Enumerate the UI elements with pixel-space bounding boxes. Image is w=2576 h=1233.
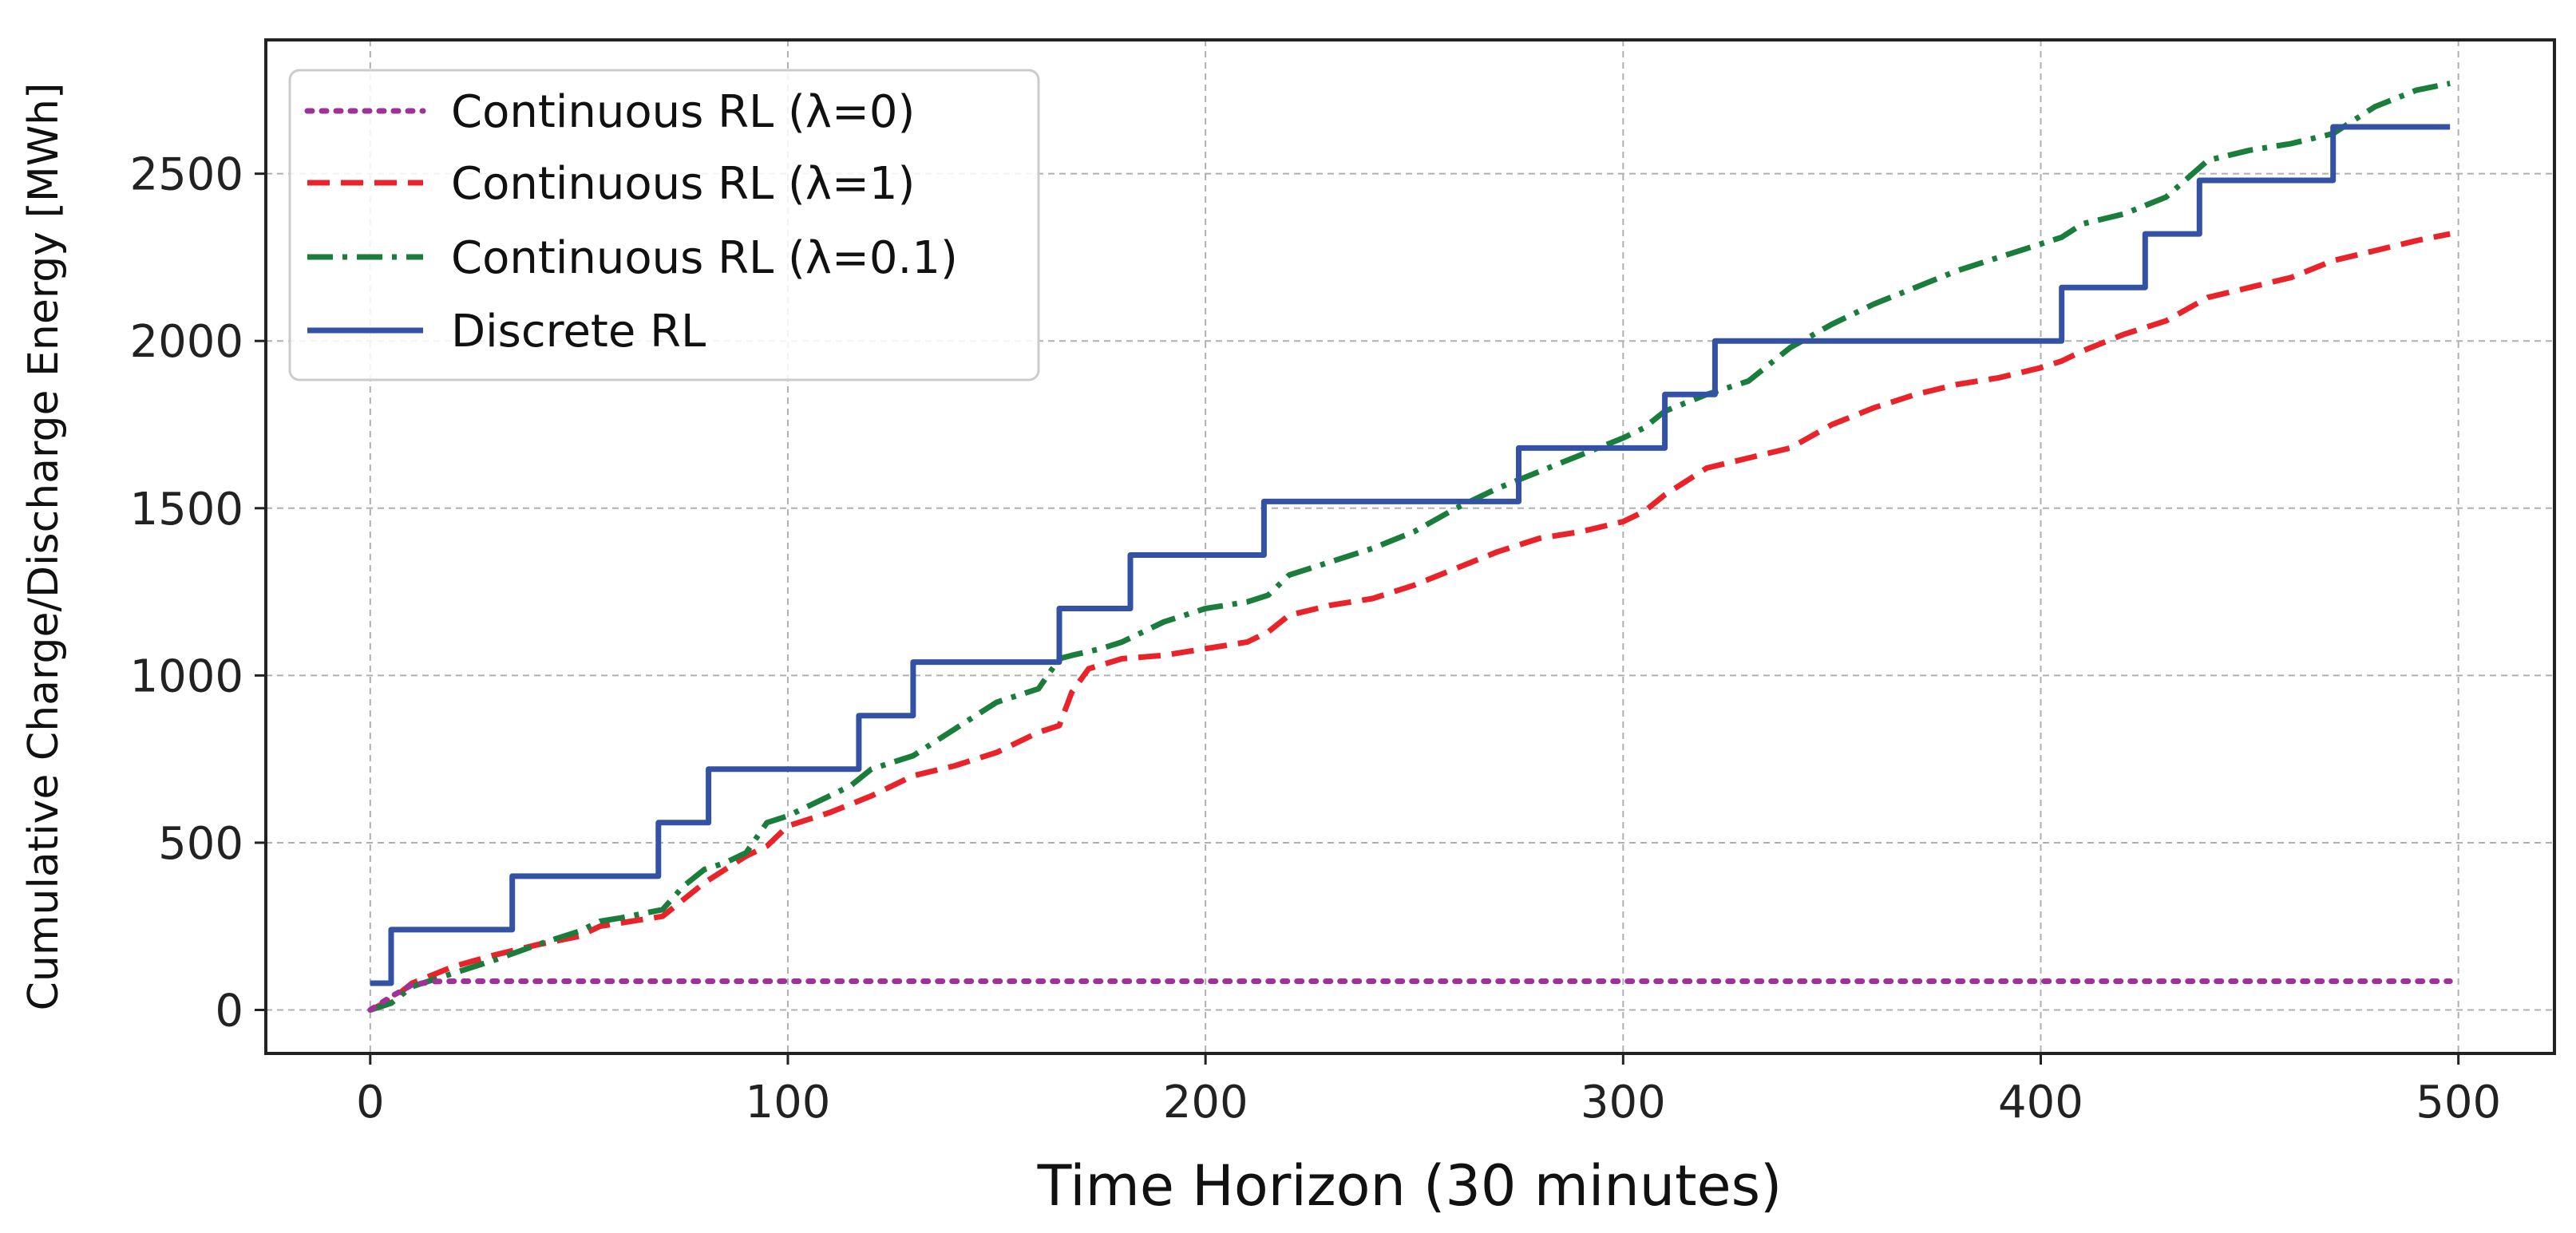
y-tick-label: 1000 [129, 650, 243, 702]
plot-series [367, 81, 2453, 1013]
legend-label-discrete: Discrete RL [451, 306, 706, 358]
x-axis-label: Time Horizon (30 minutes) [1037, 1153, 1783, 1219]
series-line-discrete [370, 124, 2451, 986]
legend: Continuous RL (λ=0) Continuous RL (λ=1) … [288, 69, 1040, 381]
legend-entry-lambda1: Continuous RL (λ=1) [307, 158, 915, 210]
x-tick-label: 200 [1163, 1077, 1248, 1128]
y-tick-label: 2000 [129, 316, 243, 368]
y-axis-label: Cumulative Charge/Discharge Energy [MWh] [20, 83, 68, 1011]
y-tick-label: 500 [158, 818, 243, 870]
series-line-lambda01 [369, 81, 2451, 1013]
legend-label-lambda1: Continuous RL (λ=1) [451, 158, 915, 210]
x-tick-label: 100 [746, 1077, 831, 1128]
y-tick-label: 1500 [129, 484, 243, 535]
legend-entry-lambda0: Continuous RL (λ=0) [304, 86, 915, 138]
x-tick-label: 500 [2416, 1077, 2501, 1128]
plot-frame [264, 38, 2556, 1055]
axis-ticks: 0 100 200 300 400 500 0 500 1000 1500 2000 2500 [129, 149, 2501, 1128]
series-line-lambda1 [369, 231, 2451, 1013]
legend-box [288, 69, 1040, 381]
grid-lines [266, 40, 2554, 1053]
x-tick-label: 0 [356, 1077, 385, 1128]
legend-entry-lambda01: Continuous RL (λ=0.1) [307, 232, 958, 284]
y-tick-label: 0 [215, 986, 243, 1037]
series-line-lambda0 [367, 978, 2453, 1013]
x-tick-label: 400 [1998, 1077, 2083, 1128]
y-tick-label: 2500 [129, 149, 243, 201]
x-tick-label: 300 [1581, 1077, 1666, 1128]
legend-entry-discrete: Discrete RL [307, 306, 706, 358]
legend-label-lambda0: Continuous RL (λ=0) [451, 86, 915, 138]
legend-label-lambda01: Continuous RL (λ=0.1) [451, 232, 958, 284]
